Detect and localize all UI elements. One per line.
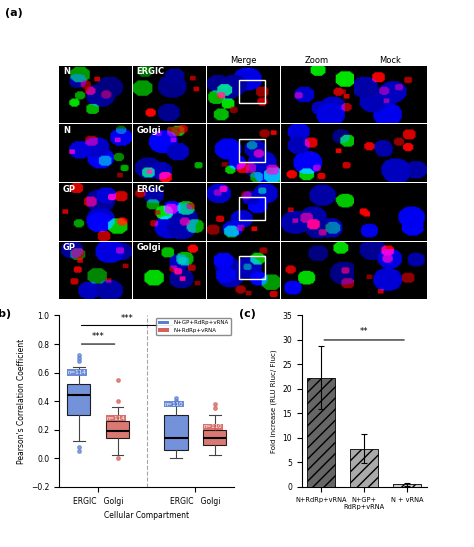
Text: n=114: n=114 (68, 370, 86, 375)
PathPatch shape (67, 384, 91, 415)
Text: n=110: n=110 (165, 401, 183, 406)
Title: Zoom: Zoom (305, 56, 329, 65)
Y-axis label: Pearson's Correlation Coefficient: Pearson's Correlation Coefficient (17, 339, 26, 464)
Bar (239, 80, 264, 103)
Text: ***: *** (121, 313, 134, 323)
Text: ERGIC: ERGIC (137, 67, 165, 77)
Text: GP: GP (63, 185, 76, 194)
Text: n=114: n=114 (107, 416, 125, 421)
PathPatch shape (164, 415, 188, 450)
Bar (307, 377, 335, 487)
Text: Golgi: Golgi (137, 126, 161, 135)
Bar (239, 139, 264, 162)
Text: (a): (a) (5, 8, 22, 18)
Text: GP: GP (63, 243, 76, 253)
Legend: N+GP+RdRp+vRNA, N+RdRp+vRNA: N+GP+RdRp+vRNA, N+RdRp+vRNA (156, 318, 231, 335)
Text: Golgi: Golgi (137, 243, 161, 253)
PathPatch shape (106, 421, 129, 438)
Bar (393, 485, 421, 487)
Text: ERGIC: ERGIC (137, 185, 165, 194)
Text: **: ** (360, 327, 368, 336)
Text: ***: *** (92, 332, 104, 341)
Text: (b): (b) (0, 309, 11, 319)
PathPatch shape (203, 430, 227, 445)
Bar (239, 197, 264, 220)
Bar (239, 256, 264, 279)
Text: N: N (63, 126, 70, 135)
Title: Merge: Merge (230, 56, 256, 65)
X-axis label: Cellular Compartment: Cellular Compartment (104, 511, 189, 520)
Text: n=110: n=110 (204, 424, 222, 429)
Title: Mock: Mock (380, 56, 401, 65)
Bar (350, 449, 378, 487)
Text: N: N (63, 67, 70, 77)
Y-axis label: Fold increase (RLU Rluc/ Fluc): Fold increase (RLU Rluc/ Fluc) (270, 350, 277, 453)
Text: (c): (c) (239, 309, 256, 319)
